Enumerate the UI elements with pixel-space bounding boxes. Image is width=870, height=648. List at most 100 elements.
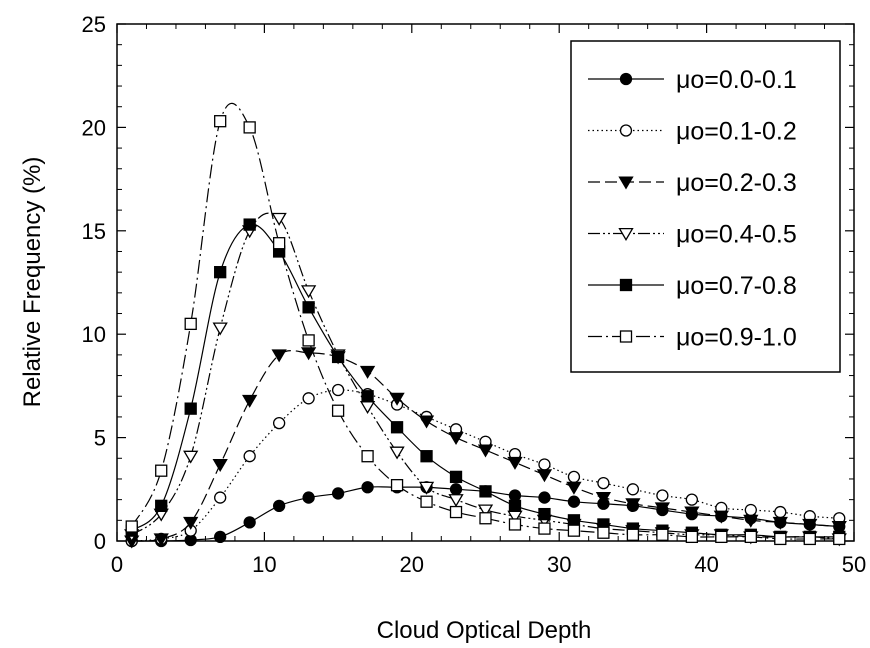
legend-item: μo=0.1-0.2	[588, 118, 797, 146]
data-point	[685, 493, 699, 506]
data-point	[656, 528, 669, 541]
data-point	[302, 491, 315, 504]
data-point	[418, 481, 435, 495]
data-point	[656, 489, 669, 502]
data-point	[390, 421, 404, 434]
legend-marker	[619, 124, 633, 137]
data-point	[331, 383, 345, 397]
data-point	[389, 392, 405, 406]
data-point	[803, 532, 816, 546]
data-point	[713, 510, 729, 524]
data-point	[271, 349, 287, 363]
legend-item: μo=0.9-1.0	[588, 324, 797, 352]
data-point	[242, 394, 258, 408]
data-point	[243, 450, 256, 463]
legend-label: μo=0.7-0.8	[676, 272, 797, 300]
data-point	[272, 499, 286, 512]
legend-label: μo=0.9-1.0	[676, 324, 797, 352]
data-point	[272, 416, 286, 430]
data-point	[302, 392, 315, 405]
legend-marker	[619, 72, 633, 86]
data-point	[420, 495, 433, 508]
data-point	[183, 516, 199, 530]
data-point	[685, 530, 699, 544]
data-point	[155, 499, 168, 512]
axes-layer: 0 10 20 30 40 50 0 5 10 15 20 25	[82, 12, 867, 577]
data-point	[774, 505, 787, 519]
data-point	[212, 322, 228, 336]
data-point	[507, 456, 523, 470]
data-point	[536, 469, 553, 483]
legend-label: μo=0.1-0.2	[676, 118, 797, 146]
x-tick-label: 50	[842, 552, 866, 577]
data-point	[214, 115, 227, 128]
data-point	[331, 404, 345, 417]
data-point	[243, 516, 256, 529]
data-point	[538, 458, 551, 471]
data-point	[271, 212, 287, 226]
legend: μo=0.0-0.1 μo=0.1-0.2 μo=0.2-0.3 μo=0.4-0.5…	[570, 40, 841, 373]
data-point	[300, 285, 317, 299]
data-point	[359, 365, 376, 379]
data-point	[448, 432, 464, 446]
data-point	[477, 504, 494, 518]
x-tick-label: 40	[694, 552, 718, 577]
data-point	[477, 444, 494, 458]
data-point	[243, 218, 256, 231]
y-tick-label: 5	[94, 426, 106, 451]
series-layer	[124, 103, 847, 549]
series-3	[124, 347, 847, 549]
data-point	[538, 507, 551, 521]
data-point	[449, 470, 463, 484]
data-point	[715, 530, 728, 544]
data-point	[802, 518, 818, 532]
data-point	[331, 487, 345, 500]
data-point	[566, 481, 582, 495]
data-point	[302, 334, 315, 347]
legend-label: μo=0.0-0.1	[676, 66, 797, 94]
data-point	[772, 516, 788, 530]
data-point	[538, 491, 551, 504]
y-tick-label: 25	[82, 12, 106, 37]
legend-item: μo=0.4-0.5	[588, 221, 797, 249]
data-point	[625, 498, 641, 512]
data-point	[155, 464, 168, 477]
data-point	[243, 121, 256, 134]
plot-frame	[116, 23, 855, 542]
data-point	[214, 491, 227, 504]
legend-marker	[618, 176, 634, 190]
data-point	[833, 532, 846, 546]
data-point	[743, 514, 759, 528]
legend-item: μo=0.0-0.1	[588, 66, 797, 94]
data-point	[597, 526, 610, 539]
y-axis-title: Relative Frequency (%)	[19, 157, 46, 408]
data-point	[420, 450, 433, 463]
data-point	[508, 499, 522, 512]
data-point	[567, 524, 581, 537]
data-point	[538, 522, 551, 535]
plot-area	[116, 23, 855, 542]
data-point	[125, 520, 138, 533]
series-6	[125, 103, 846, 546]
y-tick-label: 0	[94, 529, 106, 554]
data-point	[595, 492, 612, 506]
legend-label: μo=0.4-0.5	[676, 221, 797, 249]
data-point	[774, 532, 787, 546]
x-tick-label: 10	[252, 552, 276, 577]
data-point	[389, 446, 405, 460]
data-point	[361, 450, 374, 463]
legend-item: μo=0.2-0.3	[588, 169, 797, 197]
data-point	[479, 512, 492, 525]
data-point	[302, 301, 315, 314]
data-point	[479, 485, 492, 498]
x-tick-label: 0	[111, 552, 123, 577]
y-tick-label: 20	[82, 115, 106, 140]
legend-marker	[618, 227, 634, 241]
data-point	[184, 317, 197, 331]
data-point	[448, 494, 464, 508]
data-point	[654, 502, 671, 516]
data-point	[361, 481, 374, 494]
legend-label: μo=0.2-0.3	[676, 169, 797, 197]
legend-box	[570, 40, 841, 373]
